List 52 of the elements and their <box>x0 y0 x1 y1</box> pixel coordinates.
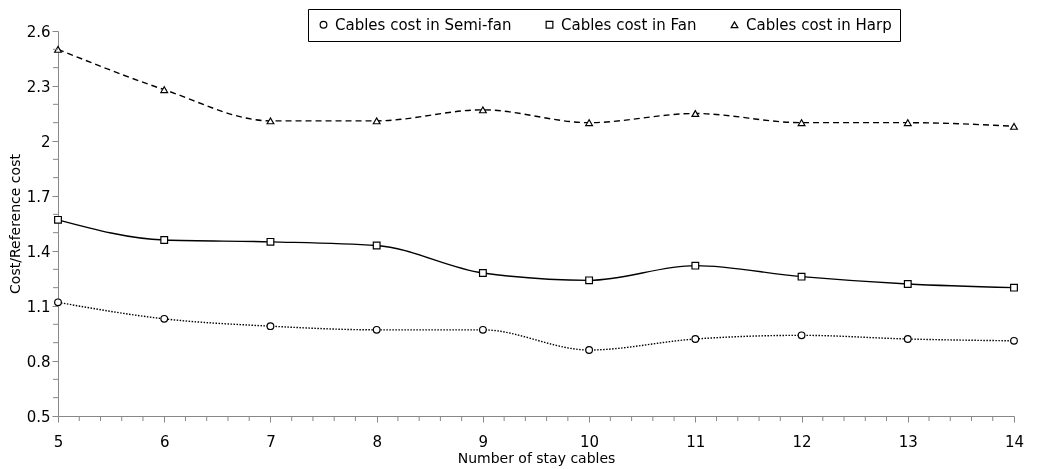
point <box>266 237 275 246</box>
y-tick-label: 1.7 <box>26 187 51 206</box>
x-tick-label: 8 <box>372 432 382 451</box>
point <box>54 215 62 224</box>
y-tick-label: 1.4 <box>26 242 51 261</box>
x-tick-label: 9 <box>478 432 489 451</box>
y-axis-title: Cost/Reference cost <box>6 153 23 294</box>
y-tick-label: 2.3 <box>26 77 51 96</box>
x-tick-label: 5 <box>53 432 64 451</box>
legend-label: Cables cost in Semi-fan <box>335 15 512 34</box>
point <box>585 119 594 127</box>
point <box>691 261 700 270</box>
point <box>54 298 62 307</box>
point <box>797 272 806 281</box>
point <box>1010 283 1018 292</box>
legend-label: Cables cost in Harp <box>746 15 892 34</box>
point <box>691 335 700 343</box>
point <box>797 119 806 127</box>
point <box>478 325 487 334</box>
point <box>478 106 487 114</box>
point <box>160 314 169 323</box>
y-tick-label: 0.5 <box>26 407 51 426</box>
point <box>160 236 169 244</box>
point <box>691 110 700 118</box>
legend-label: Cables cost in Fan <box>561 15 697 34</box>
x-tick-label: 12 <box>792 432 812 451</box>
point <box>266 117 275 125</box>
point <box>160 86 169 94</box>
point <box>585 276 594 285</box>
x-tick-label: 13 <box>898 432 918 451</box>
y-tick-label: 1.1 <box>26 297 51 316</box>
point <box>903 280 912 288</box>
point <box>1010 122 1018 130</box>
x-tick-label: 11 <box>686 432 706 451</box>
point <box>478 269 487 277</box>
point <box>903 119 912 127</box>
point <box>372 241 381 250</box>
x-tick-label: 6 <box>159 432 170 451</box>
point <box>797 331 806 340</box>
point <box>372 117 381 125</box>
point <box>585 346 594 354</box>
point <box>372 325 381 334</box>
y-tick-label: 2 <box>40 132 51 151</box>
x-tick-label: 7 <box>266 432 276 451</box>
x-tick-label: 10 <box>580 432 600 451</box>
x-tick-label: 14 <box>1004 432 1025 451</box>
y-tick-label: 0.8 <box>26 352 51 371</box>
point <box>903 335 912 343</box>
x-axis-title: Number of stay cables <box>457 449 616 466</box>
point <box>1010 336 1018 345</box>
point <box>266 322 275 331</box>
y-tick-label: 2.6 <box>26 22 51 41</box>
